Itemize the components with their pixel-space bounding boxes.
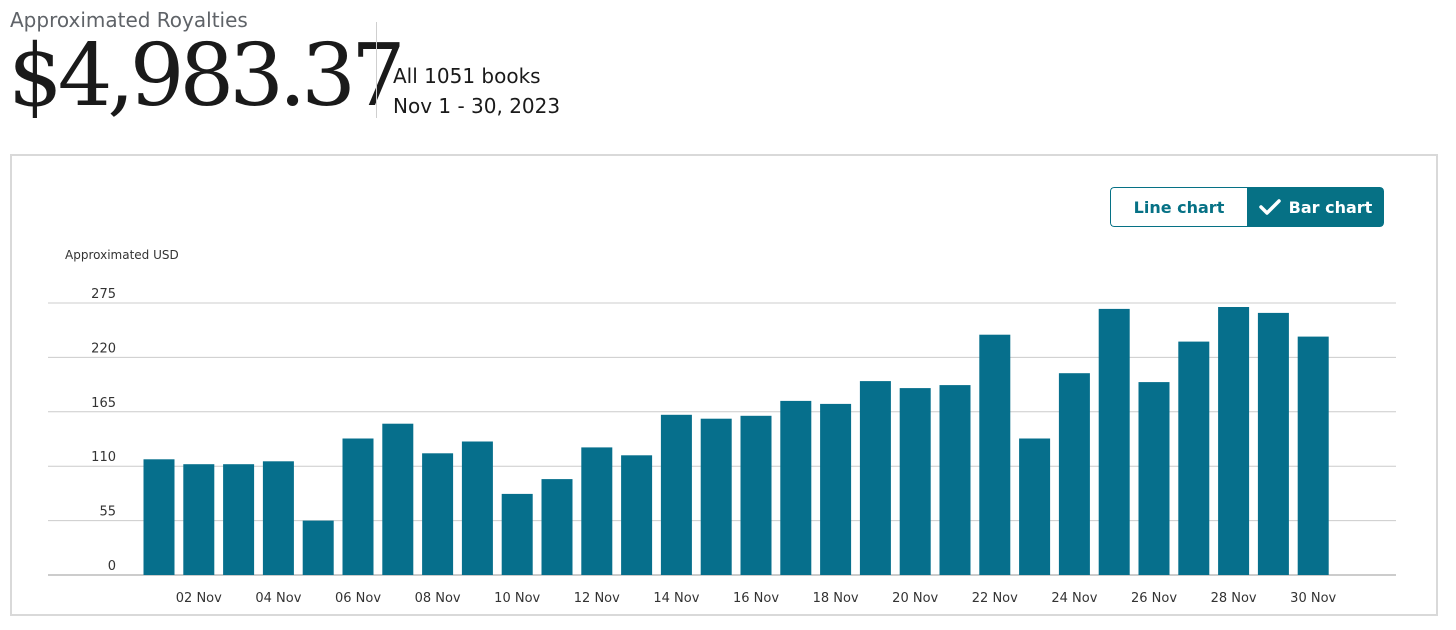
book-scope: All 1051 books bbox=[393, 64, 541, 88]
x-tick-label: 20 Nov bbox=[892, 591, 938, 606]
y-tick-label: 110 bbox=[91, 450, 116, 465]
bar-18-nov bbox=[820, 403, 852, 575]
bar-11-nov bbox=[541, 479, 573, 575]
y-axis-label: Approximated USD bbox=[65, 248, 179, 262]
y-tick-label: 165 bbox=[91, 396, 116, 411]
bar-08-nov bbox=[422, 453, 454, 575]
y-tick-label: 0 bbox=[108, 559, 116, 574]
x-tick-label: 10 Nov bbox=[494, 591, 540, 606]
y-tick-label: 55 bbox=[99, 505, 116, 520]
line-chart-button[interactable]: Line chart bbox=[1110, 187, 1247, 227]
x-tick-label: 22 Nov bbox=[972, 591, 1018, 606]
y-tick-label: 220 bbox=[91, 341, 116, 356]
royalties-amount: $4,983.37 bbox=[8, 26, 406, 126]
x-tick-label: 12 Nov bbox=[574, 591, 620, 606]
y-tick-label: 275 bbox=[91, 287, 116, 302]
x-tick-label: 30 Nov bbox=[1290, 591, 1336, 606]
bar-chart-label: Bar chart bbox=[1288, 197, 1373, 217]
bar-16-nov bbox=[740, 415, 772, 575]
bar-14-nov bbox=[660, 414, 692, 575]
chart-type-toggle: Line chart Bar chart bbox=[1110, 187, 1384, 227]
bar-28-nov bbox=[1218, 307, 1250, 575]
bar-13-nov bbox=[621, 455, 653, 575]
bar-03-nov bbox=[223, 464, 255, 575]
bar-07-nov bbox=[382, 423, 414, 575]
bar-30-nov bbox=[1297, 336, 1329, 575]
x-tick-label: 28 Nov bbox=[1211, 591, 1257, 606]
bar-10-nov bbox=[501, 493, 533, 575]
bar-chart-button[interactable]: Bar chart bbox=[1247, 187, 1384, 227]
x-tick-label: 06 Nov bbox=[335, 591, 381, 606]
bar-20-nov bbox=[899, 388, 931, 575]
bar-05-nov bbox=[302, 520, 334, 575]
bar-09-nov bbox=[461, 441, 493, 575]
bar-24-nov bbox=[1058, 373, 1090, 575]
x-tick-label: 08 Nov bbox=[415, 591, 461, 606]
bar-12-nov bbox=[581, 447, 613, 575]
bar-22-nov bbox=[979, 334, 1011, 575]
bar-21-nov bbox=[939, 385, 971, 575]
bar-02-nov bbox=[183, 464, 215, 575]
x-tick-label: 18 Nov bbox=[813, 591, 859, 606]
x-tick-label: 04 Nov bbox=[255, 591, 301, 606]
bar-19-nov bbox=[859, 381, 891, 575]
bar-29-nov bbox=[1257, 312, 1289, 575]
bar-25-nov bbox=[1098, 308, 1130, 575]
chart-panel bbox=[10, 154, 1438, 616]
header-divider bbox=[376, 22, 377, 118]
bar-23-nov bbox=[1019, 438, 1051, 575]
bar-17-nov bbox=[780, 400, 812, 575]
bar-15-nov bbox=[700, 418, 732, 575]
x-tick-label: 02 Nov bbox=[176, 591, 222, 606]
bar-27-nov bbox=[1178, 341, 1210, 575]
royalties-header: Approximated Royalties $4,983.37 All 105… bbox=[0, 0, 1456, 140]
x-tick-label: 16 Nov bbox=[733, 591, 779, 606]
line-chart-label: Line chart bbox=[1133, 197, 1225, 217]
bar-26-nov bbox=[1138, 382, 1170, 575]
bar-01-nov bbox=[143, 459, 175, 575]
bar-06-nov bbox=[342, 438, 374, 575]
checkmark-icon bbox=[1258, 199, 1281, 215]
x-tick-label: 24 Nov bbox=[1051, 591, 1097, 606]
bar-04-nov bbox=[262, 461, 294, 575]
x-tick-label: 14 Nov bbox=[653, 591, 699, 606]
royalties-label: Approximated Royalties bbox=[10, 8, 248, 32]
date-range: Nov 1 - 30, 2023 bbox=[393, 94, 561, 118]
x-tick-label: 26 Nov bbox=[1131, 591, 1177, 606]
